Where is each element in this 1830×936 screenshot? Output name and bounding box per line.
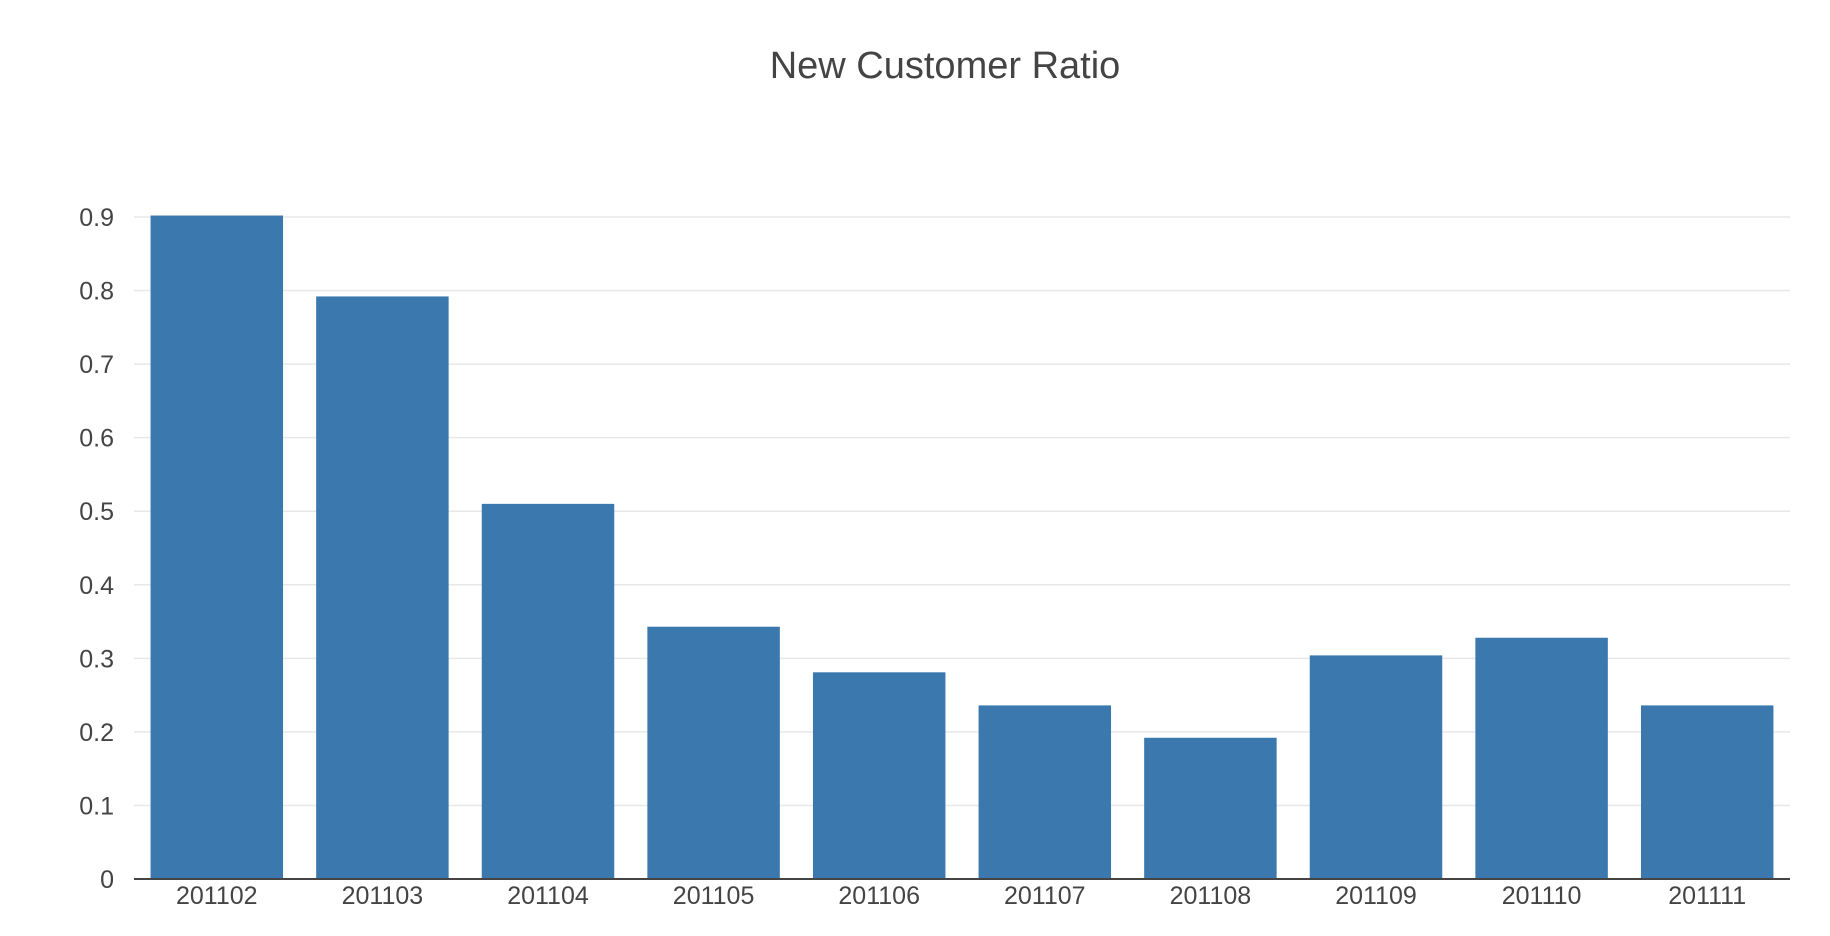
y-tick-label: 0.4 <box>79 572 114 600</box>
x-tick-label: 201110 <box>1502 882 1582 910</box>
bar-201104[interactable] <box>481 503 615 879</box>
x-tick-label: 201103 <box>342 882 424 910</box>
y-tick-label: 0.8 <box>79 278 114 306</box>
x-tick-label: 201105 <box>673 882 755 910</box>
bar-201110[interactable] <box>1475 637 1608 879</box>
bar-201109[interactable] <box>1309 655 1443 879</box>
y-tick-label: 0.2 <box>79 719 114 747</box>
y-tick-label: 0 <box>100 866 114 894</box>
x-tick-label: 201107 <box>1004 882 1086 910</box>
x-tick-label: 201102 <box>176 882 258 910</box>
x-tick-label: 201109 <box>1335 882 1417 910</box>
bar-201106[interactable] <box>812 672 946 879</box>
x-tick-label: 201106 <box>838 882 920 910</box>
bar-201108[interactable] <box>1144 737 1277 879</box>
bar-201102[interactable] <box>150 215 284 880</box>
y-tick-label: 0.6 <box>79 425 114 453</box>
x-tick-labels: 201102 201103 201104 201105 201106 201107 2011… <box>176 882 1746 910</box>
y-tick-label: 0.9 <box>79 204 114 232</box>
bar-201103[interactable] <box>316 296 449 879</box>
y-tick-label: 0.7 <box>79 351 114 379</box>
bar-201105[interactable] <box>647 626 780 879</box>
y-tick-labels: 0 0.1 0.2 0.3 0.4 0.5 0.6 0.7 0.8 0.9 <box>79 204 114 894</box>
y-tick-label: 0.5 <box>79 498 114 526</box>
y-tick-label: 0.3 <box>79 645 114 673</box>
bar-201111[interactable] <box>1640 705 1774 879</box>
y-tick-label: 0.1 <box>79 792 114 820</box>
x-tick-label: 201104 <box>507 882 589 910</box>
x-tick-label: 201111 <box>1668 882 1746 910</box>
bars <box>150 215 1774 880</box>
bar-201107[interactable] <box>978 705 1112 879</box>
chart-title: New Customer Ratio <box>770 45 1121 87</box>
x-tick-label: 201108 <box>1170 882 1252 910</box>
